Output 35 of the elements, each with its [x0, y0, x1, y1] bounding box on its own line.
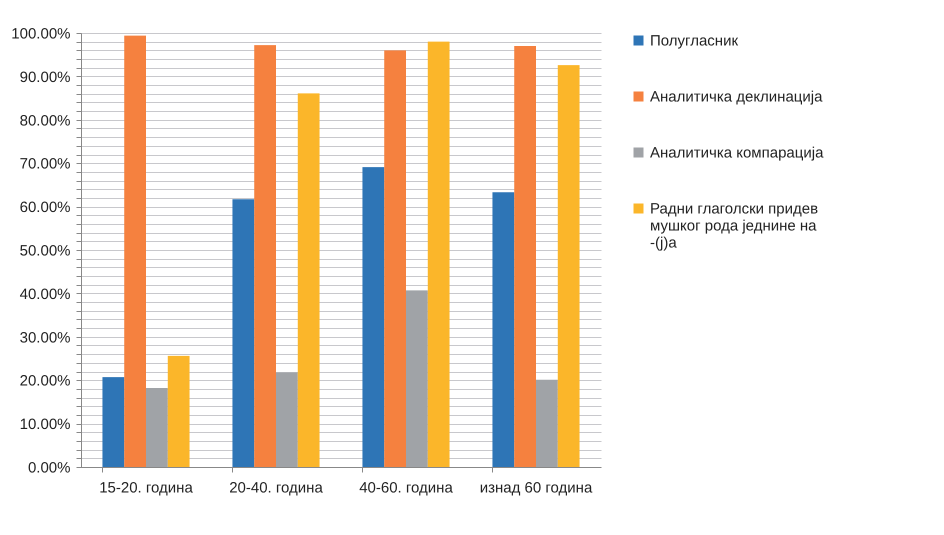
bar: [232, 199, 254, 467]
y-tick-label: 90.00%: [20, 68, 70, 86]
x-tick-label: 20-40. година: [229, 480, 324, 496]
bar: [406, 290, 428, 467]
bar: [492, 192, 514, 467]
bar: [428, 42, 450, 467]
x-tick-label: изнад 60 година: [480, 480, 593, 496]
bar: [102, 377, 124, 467]
x-tick-label: 15-20. година: [99, 480, 194, 496]
legend-label: Аналитичка деклинација: [650, 88, 824, 106]
x-tick-label: 40-60. година: [359, 480, 454, 496]
y-tick-label: 70.00%: [20, 156, 70, 173]
bar: [558, 65, 580, 467]
bar: [124, 36, 146, 467]
bar: [168, 356, 190, 467]
bar: [536, 380, 558, 467]
legend-label: Аналитичка компарација: [650, 144, 824, 162]
y-tick-label: 100.00%: [11, 26, 70, 42]
y-tick-label: 50.00%: [20, 242, 70, 260]
y-tick-label: 10.00%: [20, 416, 70, 434]
y-tick-label: 40.00%: [20, 286, 70, 303]
bar: [362, 167, 384, 467]
bar: [276, 372, 298, 467]
bar: [384, 50, 406, 467]
y-tick-label: 0.00%: [28, 460, 70, 476]
y-tick-label: 20.00%: [20, 372, 70, 390]
legend-label: Радни глаголски придев мушког рода једнине на -(j)а: [650, 200, 818, 252]
y-tick-label: 30.00%: [20, 329, 70, 346]
y-tick-label: 60.00%: [20, 199, 70, 216]
bar: [514, 46, 536, 467]
bar: [298, 93, 320, 467]
bar: [146, 388, 168, 467]
y-tick-label: 80.00%: [20, 112, 70, 130]
legend-label: Полугласник: [650, 32, 738, 50]
bar: [254, 45, 276, 467]
